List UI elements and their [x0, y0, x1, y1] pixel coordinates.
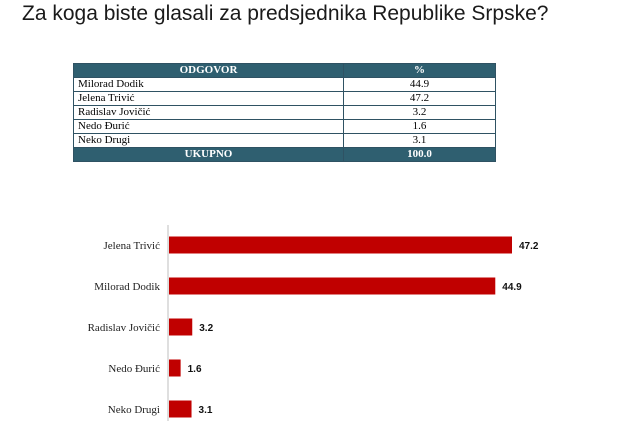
table-row: Radislav Jovičić 3.2 — [73, 105, 496, 120]
data-label: 3.1 — [199, 405, 213, 416]
table-footer-total: 100.0 — [343, 147, 496, 162]
table-cell-value: 47.2 — [343, 91, 496, 106]
table-cell-name: Radislav Jovičić — [73, 105, 344, 120]
category-label: Radislav Jovičić — [88, 322, 161, 334]
bar-chart: Jelena Trivić 47.2 Milorad Dodik 44.9 Radisl… — [88, 225, 539, 421]
bar — [169, 359, 181, 377]
table-header-answer: ODGOVOR — [73, 63, 344, 78]
data-label: 3.2 — [199, 323, 213, 334]
bar — [169, 318, 193, 336]
table-row: Jelena Trivić 47.2 — [73, 91, 496, 106]
table-row: Neko Drugi 3.1 — [73, 133, 496, 148]
bar — [169, 236, 512, 254]
category-label: Jelena Trivić — [103, 240, 160, 252]
table-row: Nedo Đurić 1.6 — [73, 119, 496, 134]
bar — [169, 400, 192, 418]
category-label: Nedo Đurić — [108, 363, 160, 375]
table-header-row: ODGOVOR % — [73, 63, 496, 78]
data-label: 47.2 — [519, 241, 539, 252]
data-label: 44.9 — [502, 282, 522, 293]
table-cell-value: 3.1 — [343, 133, 496, 148]
results-table: ODGOVOR % Milorad Dodik 44.9 Jelena Triv… — [73, 63, 496, 162]
table-header-percent: % — [343, 63, 496, 78]
table-cell-name: Milorad Dodik — [73, 77, 344, 92]
table-cell-value: 44.9 — [343, 77, 496, 92]
category-label: Neko Drugi — [108, 404, 160, 416]
table-cell-name: Jelena Trivić — [73, 91, 344, 106]
table-cell-value: 1.6 — [343, 119, 496, 134]
table-cell-value: 3.2 — [343, 105, 496, 120]
bar — [169, 277, 496, 295]
table-row: Milorad Dodik 44.9 — [73, 77, 496, 92]
table-cell-name: Neko Drugi — [73, 133, 344, 148]
table-footer-label: UKUPNO — [73, 147, 344, 162]
table-footer-row: UKUPNO 100.0 — [73, 147, 496, 162]
data-label: 1.6 — [188, 364, 202, 375]
table-cell-name: Nedo Đurić — [73, 119, 344, 134]
category-label: Milorad Dodik — [94, 281, 160, 293]
page-title: Za koga biste glasali za predsjednika Re… — [22, 2, 549, 25]
